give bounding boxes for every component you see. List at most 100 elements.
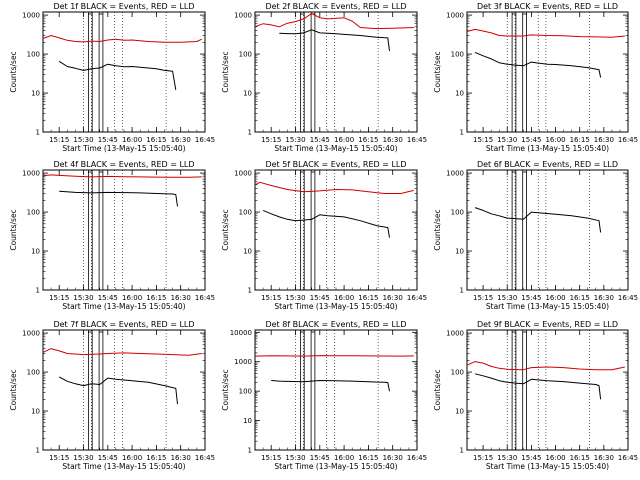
y-tick-label: 1 [248,447,252,455]
x-tick-label: 15:30 [497,454,517,462]
x-tick-label: 16:00 [122,454,142,462]
x-tick-label: 15:30 [73,136,93,144]
y-tick-label: 10 [455,90,464,98]
x-tick-label: 16:00 [334,294,354,302]
y-axis-label: Counts/sec [433,209,442,250]
x-tick-label: 16:45 [407,136,427,144]
y-tick-label: 1 [36,129,40,137]
x-tick-label: 16:45 [618,454,638,462]
y-tick-label: 1 [248,287,252,295]
x-tick-label: 15:45 [98,454,118,462]
x-tick-label: 16:30 [594,136,614,144]
x-tick-label: 15:30 [73,454,93,462]
x-tick-label: 16:45 [195,294,215,302]
x-tick-label: 15:15 [261,136,281,144]
subplot-title: Det 1f BLACK = Events, RED = LLD [53,2,194,11]
x-tick-label: 16:15 [570,136,590,144]
series-events-line [474,373,602,400]
y-axis-label: Counts/sec [433,369,442,410]
y-tick-label: 10 [455,408,464,416]
y-tick-label: 100 [451,51,464,59]
plot-frame [42,11,206,133]
plot-frame [466,169,629,291]
y-axis-label: Counts/sec [221,209,230,250]
x-tick-label: 15:15 [473,294,493,302]
x-tick-label: 16:30 [383,454,403,462]
plot-frame [42,329,206,451]
subplot-4: 1 10 100 1000 15:15 15:30 15:45 16:00 16:15 16:30… [9,160,215,311]
y-axis-label: Counts/sec [221,51,230,92]
plot-frame [42,169,206,291]
x-tick-label: 16:30 [594,294,614,302]
x-tick-label: 15:45 [310,454,330,462]
subplot-5: 1 10 100 1000 15:15 15:30 15:45 16:00 16:15 16:30… [221,160,427,311]
y-tick-label: 10 [243,90,252,98]
x-tick-label: 15:15 [261,294,281,302]
x-tick-label: 16:45 [195,454,215,462]
plot-frame [254,11,418,133]
x-axis-label: Start Time (13-May-15 15:05:40) [486,144,609,153]
x-tick-label: 15:45 [521,294,541,302]
x-tick-label: 15:15 [49,294,69,302]
x-tick-label: 16:30 [594,454,614,462]
plot-frame [254,329,418,451]
x-axis-label: Start Time (13-May-15 15:05:40) [486,302,609,311]
y-tick-label: 1000 [234,12,252,20]
y-tick-label: 1000 [22,170,40,178]
subplot-2: 1 10 100 1000 15:15 15:30 15:45 16:00 16:15 16:30… [221,2,427,153]
x-tick-label: 15:15 [49,454,69,462]
x-tick-label: 16:45 [618,136,638,144]
subplot-7: 1 10 100 1000 15:15 15:30 15:45 16:00 16:15 16:30… [9,320,215,471]
x-tick-label: 16:15 [146,136,166,144]
x-tick-label: 16:00 [334,454,354,462]
series-lld-line [466,28,625,38]
series-events-line [271,380,390,392]
x-tick-label: 16:45 [195,136,215,144]
y-tick-label: 100 [239,51,252,59]
y-tick-label: 1000 [234,170,252,178]
y-tick-label: 1 [460,287,464,295]
x-tick-label: 16:45 [618,294,638,302]
series-events-line [474,207,602,233]
y-tick-label: 100 [239,209,252,217]
x-tick-label: 16:15 [570,454,590,462]
subplot-6: 1 10 100 1000 15:15 15:30 15:45 16:00 16:15 16:30… [433,160,638,311]
subplot-title: Det 5f BLACK = Events, RED = LLD [265,160,406,169]
x-tick-label: 15:30 [285,454,305,462]
x-tick-label: 16:00 [334,136,354,144]
x-tick-label: 16:45 [407,454,427,462]
x-axis-label: Start Time (13-May-15 15:05:40) [274,302,397,311]
subplot-title: Det 9f BLACK = Events, RED = LLD [477,320,618,329]
series-lld-line [254,13,414,30]
x-tick-label: 16:30 [383,294,403,302]
x-tick-label: 16:30 [171,294,191,302]
x-tick-label: 15:30 [285,136,305,144]
y-tick-label: 10 [243,417,252,425]
series-lld-line [254,355,414,357]
y-tick-label: 1 [36,447,40,455]
y-axis-label: Counts/sec [9,369,18,410]
y-tick-label: 10 [31,90,40,98]
x-tick-label: 15:15 [49,136,69,144]
x-tick-label: 15:45 [310,294,330,302]
y-axis-label: Counts/sec [221,369,230,410]
subplot-8: 1 10 100 1000 10000 15:15 15:30 15:45 16:00 16:15… [221,320,427,471]
y-tick-label: 100 [451,209,464,217]
y-tick-label: 10 [455,248,464,256]
subplot-title: Det 6f BLACK = Events, RED = LLD [477,160,618,169]
y-tick-label: 100 [239,388,252,396]
plot-frame [466,329,629,451]
x-tick-label: 15:30 [497,136,517,144]
x-axis-label: Start Time (13-May-15 15:05:40) [486,462,609,471]
x-tick-label: 15:45 [521,454,541,462]
x-axis-label: Start Time (13-May-15 15:05:40) [62,302,185,311]
x-tick-label: 16:15 [358,136,378,144]
x-tick-label: 16:15 [146,454,166,462]
series-events-line [262,209,390,238]
x-tick-label: 16:30 [171,454,191,462]
y-axis-label: Counts/sec [433,51,442,92]
series-lld-line [254,181,414,194]
y-tick-label: 10 [243,248,252,256]
y-tick-label: 10 [31,408,40,416]
